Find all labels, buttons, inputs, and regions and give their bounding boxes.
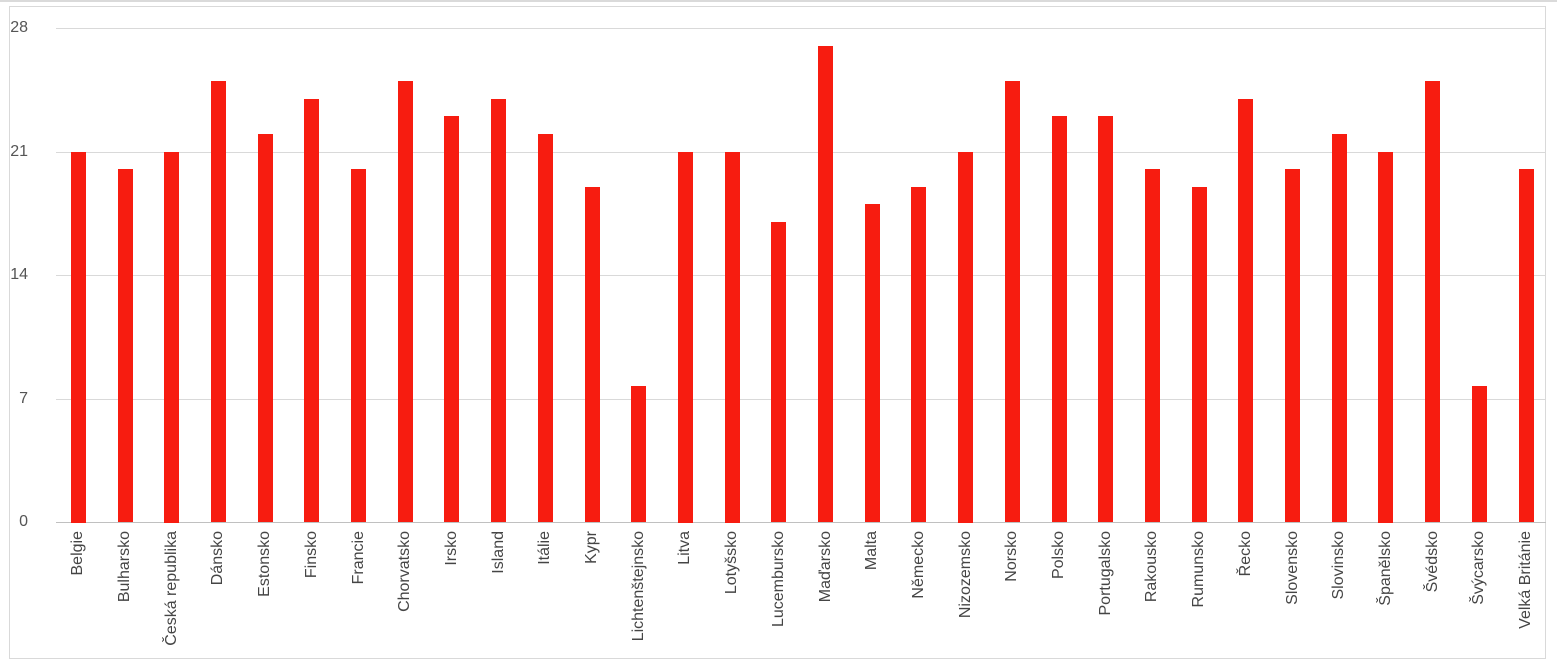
x-axis-category-label: Polsko — [1050, 531, 1067, 580]
y-tick-label: 21 — [10, 143, 28, 160]
x-axis-category-label: Rakousko — [1143, 531, 1160, 603]
x-axis-category-label: Slovinsko — [1330, 531, 1347, 600]
x-axis-category-label: Španělsko — [1377, 531, 1394, 606]
bar — [771, 222, 786, 522]
x-axis-category-label: Belgie — [69, 531, 86, 576]
x-axis-category-label: Norsko — [1003, 531, 1020, 582]
bar — [258, 134, 273, 522]
x-axis-line — [56, 522, 1546, 523]
bar — [585, 187, 600, 522]
y-tick-label: 14 — [10, 266, 28, 283]
x-axis-category-label: Slovensko — [1284, 531, 1301, 605]
bar — [725, 152, 740, 523]
bar — [1332, 134, 1347, 522]
bar — [911, 187, 926, 522]
x-axis-category-label: Portugalsko — [1097, 531, 1114, 616]
gridline — [56, 275, 1546, 276]
bar — [631, 386, 646, 522]
bar — [118, 169, 133, 522]
bar — [1425, 81, 1440, 522]
bar — [1238, 99, 1253, 522]
x-axis-category-label: Řecko — [1237, 531, 1254, 577]
bar — [1519, 169, 1534, 522]
x-axis-category-label: Malta — [863, 531, 880, 571]
bar — [1378, 152, 1393, 523]
x-axis-category-label: Lichtenštejnsko — [630, 531, 647, 642]
bar — [351, 169, 366, 522]
x-axis-category-label: Lotyšsko — [723, 531, 740, 595]
bar — [1145, 169, 1160, 522]
x-axis-category-label: Island — [490, 531, 507, 574]
gridline — [56, 28, 1546, 29]
bar — [538, 134, 553, 522]
x-axis-category-label: Estonsko — [256, 531, 273, 597]
bar — [865, 204, 880, 522]
x-axis-category-label: Itálie — [536, 531, 553, 565]
window-top-edge — [0, 0, 1557, 2]
bar — [1098, 116, 1113, 522]
x-axis-category-label: Irsko — [443, 531, 460, 566]
bar — [958, 152, 973, 523]
x-axis-category-label: Rumunsko — [1190, 531, 1207, 608]
x-axis-category-label: Švýcarsko — [1470, 531, 1487, 605]
x-axis-category-label: Lucembursko — [770, 531, 787, 628]
x-axis-category-label: Maďarsko — [817, 531, 834, 603]
x-axis-category-label: Velká Británie — [1517, 531, 1534, 629]
bar — [1192, 187, 1207, 522]
bar — [304, 99, 319, 522]
x-axis-category-label: Nizozemsko — [957, 531, 974, 619]
bar — [1005, 81, 1020, 522]
x-axis-category-label: Bulharsko — [116, 531, 133, 603]
x-axis-category-label: Švédsko — [1424, 531, 1441, 593]
bar — [164, 152, 179, 523]
x-axis-category-label: Francie — [350, 531, 367, 585]
bar — [491, 99, 506, 522]
y-tick-label: 28 — [10, 19, 28, 36]
x-axis-category-label: Česká republika — [163, 531, 180, 646]
x-axis-category-label: Litva — [676, 531, 693, 565]
x-axis-category-label: Chorvatsko — [396, 531, 413, 612]
bar — [398, 81, 413, 522]
bar — [1052, 116, 1067, 522]
x-axis-category-label: Německo — [910, 531, 927, 599]
bar — [678, 152, 693, 523]
gridline — [56, 399, 1546, 400]
bar — [818, 46, 833, 522]
y-tick-label: 7 — [19, 390, 28, 407]
bar — [211, 81, 226, 522]
bar — [1472, 386, 1487, 522]
bar — [1285, 169, 1300, 522]
y-tick-label: 0 — [19, 513, 28, 530]
bar — [444, 116, 459, 522]
x-axis-category-label: Kypr — [583, 531, 600, 564]
x-axis-category-label: Finsko — [303, 531, 320, 579]
bar — [71, 152, 86, 523]
x-axis-category-label: Dánsko — [209, 531, 226, 586]
gridline — [56, 152, 1546, 153]
